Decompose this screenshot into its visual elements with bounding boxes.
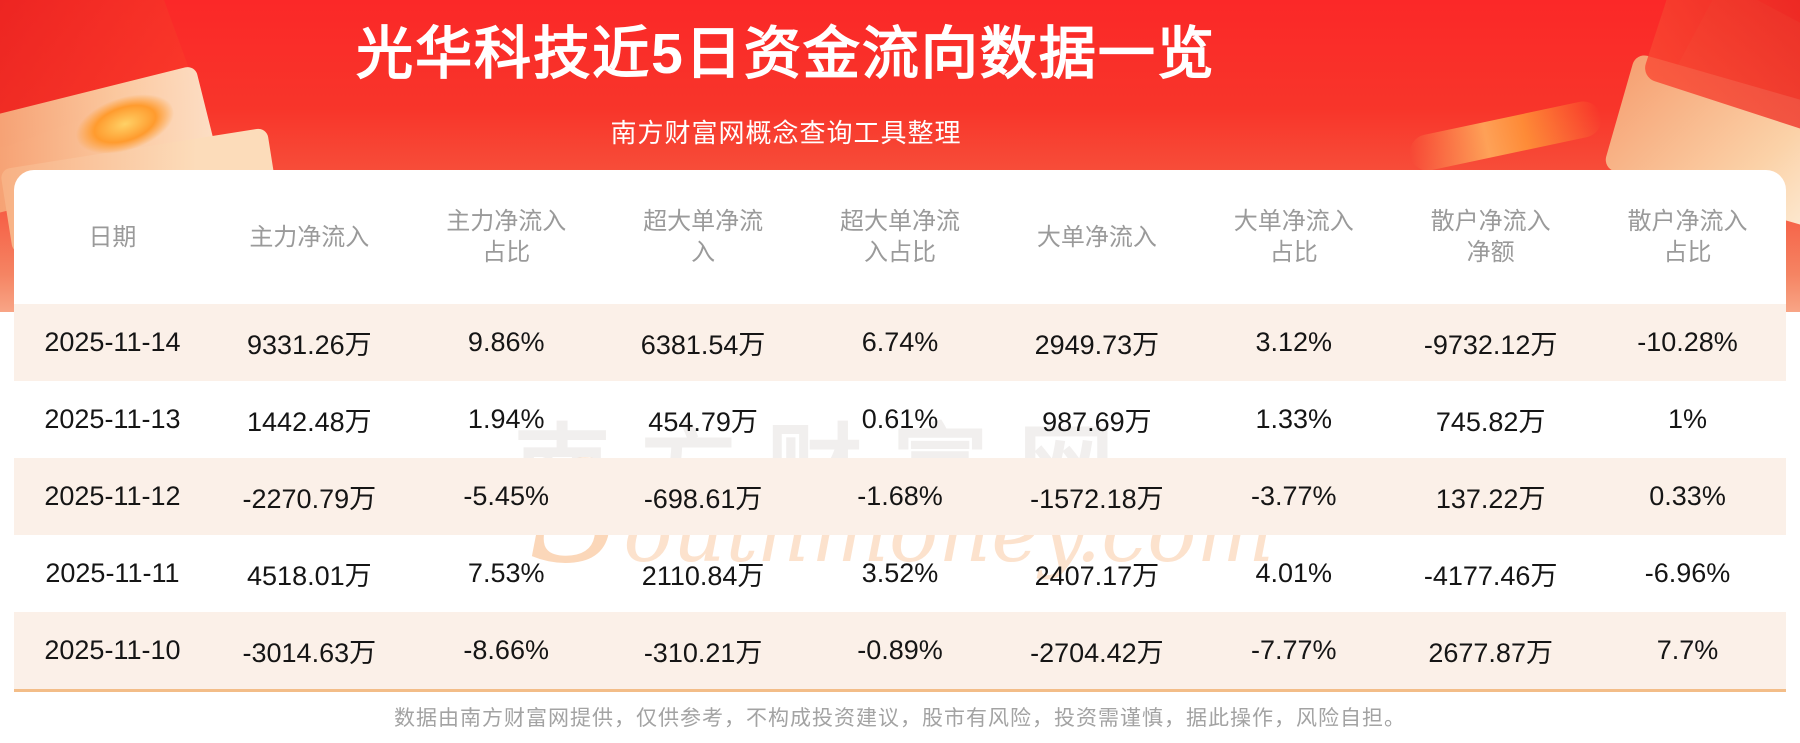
table-cell: 745.82万 — [1435, 407, 1546, 437]
column-header-retail-net-inflow-ratio: 散户净流入 占比 — [1627, 208, 1748, 266]
column-header-xl-order-net-inflow-ratio: 超大单净流 入占比 — [839, 208, 960, 266]
table-cell: 987.69万 — [1042, 407, 1152, 437]
table-cell: 2025-11-11 — [45, 558, 180, 588]
table-cell: 2025-11-12 — [44, 481, 181, 511]
table-cell: -9732.12万 — [1423, 330, 1558, 360]
table-cell: -2270.79万 — [242, 484, 377, 514]
page-title: 光华科技近5日资金流向数据一览 — [356, 22, 1216, 86]
table-cell: -698.61万 — [643, 484, 763, 514]
table-cell: 2025-11-10 — [44, 635, 181, 665]
column-header-large-order-net-inflow-ratio: 大单净流入 占比 — [1233, 208, 1354, 266]
column-header-retail-net-inflow-amount: 散户净流入 净额 — [1430, 208, 1551, 266]
table-cell: 1.33% — [1255, 404, 1333, 434]
table-cell: -1572.18万 — [1030, 484, 1164, 514]
table-cell: 2025-11-14 — [44, 327, 181, 357]
table-cell: 3.52% — [861, 558, 939, 588]
banner-titles: 光华科技近5日资金流向数据一览 南方财富网概念查询工具整理 — [0, 22, 1572, 150]
table-cell: 2025-11-13 — [44, 404, 181, 434]
page-subtitle: 南方财富网概念查询工具整理 — [610, 118, 962, 148]
table-cell: 1% — [1668, 404, 1708, 434]
table-row: 2025-11-13 1442.48万 1.94% 454.79万 0.61% … — [14, 381, 1786, 458]
table-cell: -1.68% — [857, 481, 943, 511]
table-cell: -3014.63万 — [242, 638, 377, 668]
table-cell: 4.01% — [1255, 558, 1333, 588]
table-cell: 1442.48万 — [247, 407, 372, 437]
table-cell: 454.79万 — [648, 407, 758, 437]
table-cell: -0.89% — [857, 635, 943, 665]
table-cell: -3.77% — [1250, 481, 1337, 511]
table-cell: 2677.87万 — [1428, 638, 1553, 668]
table-cell: 9.86% — [467, 327, 545, 357]
column-header-xl-order-net-inflow: 超大单净流入 — [643, 208, 764, 266]
table-cell: 7.7% — [1656, 635, 1719, 665]
table-cell: -10.28% — [1637, 327, 1738, 357]
table-cell: 2407.17万 — [1034, 561, 1160, 591]
table-cell: 0.61% — [861, 404, 939, 434]
table-row: 2025-11-12 -2270.79万 -5.45% -698.61万 -1.… — [14, 458, 1786, 535]
table-cell: 4518.01万 — [247, 561, 372, 591]
table-row: 2025-11-14 9331.26万 9.86% 6381.54万 6.74%… — [14, 304, 1786, 381]
disclaimer-text: 数据由南方财富网提供，仅供参考，不构成投资建议，股市有风险，投资需谨慎，据此操作… — [394, 707, 1406, 730]
table-cell: -310.21万 — [643, 638, 763, 668]
column-header-main-net-inflow: 主力净流入 — [249, 223, 370, 251]
table-cell: 6381.54万 — [640, 330, 766, 360]
column-header-main-net-inflow-ratio: 主力净流入 占比 — [446, 208, 567, 266]
table-row: 2025-11-11 4518.01万 7.53% 2110.84万 3.52%… — [14, 535, 1786, 612]
table-cell: 0.33% — [1649, 481, 1726, 511]
table-row: 2025-11-10 -3014.63万 -8.66% -310.21万 -0.… — [14, 612, 1786, 689]
table-header-row: 日期 主力净流入 主力净流入 占比 超大单净流入 超大单净流 入占比 大单净流入 大… — [14, 170, 1786, 304]
table-cell: 2110.84万 — [641, 561, 765, 591]
table-cell: -4177.46万 — [1423, 561, 1558, 591]
table-cell: 2949.73万 — [1034, 330, 1160, 360]
table-cell: 3.12% — [1255, 327, 1333, 357]
table-cell: 1.94% — [467, 404, 545, 434]
table-cell: -7.77% — [1250, 635, 1337, 665]
table-cell: 7.53% — [467, 558, 545, 588]
table-cell: 137.22万 — [1435, 484, 1546, 514]
decoration-right-arrow — [1673, 0, 1800, 152]
table-cell: -6.96% — [1644, 558, 1731, 588]
table-cell: 6.74% — [861, 327, 939, 357]
column-header-date: 日期 — [88, 223, 137, 251]
table-cell: -5.45% — [463, 481, 549, 511]
table-cell: 9331.26万 — [247, 330, 372, 360]
table-cell: -2704.42万 — [1030, 638, 1164, 668]
decoration-top-right-fold — [1641, 0, 1800, 136]
table-cell: -8.66% — [463, 635, 549, 665]
column-header-large-order-net-inflow: 大单净流入 — [1036, 223, 1157, 251]
